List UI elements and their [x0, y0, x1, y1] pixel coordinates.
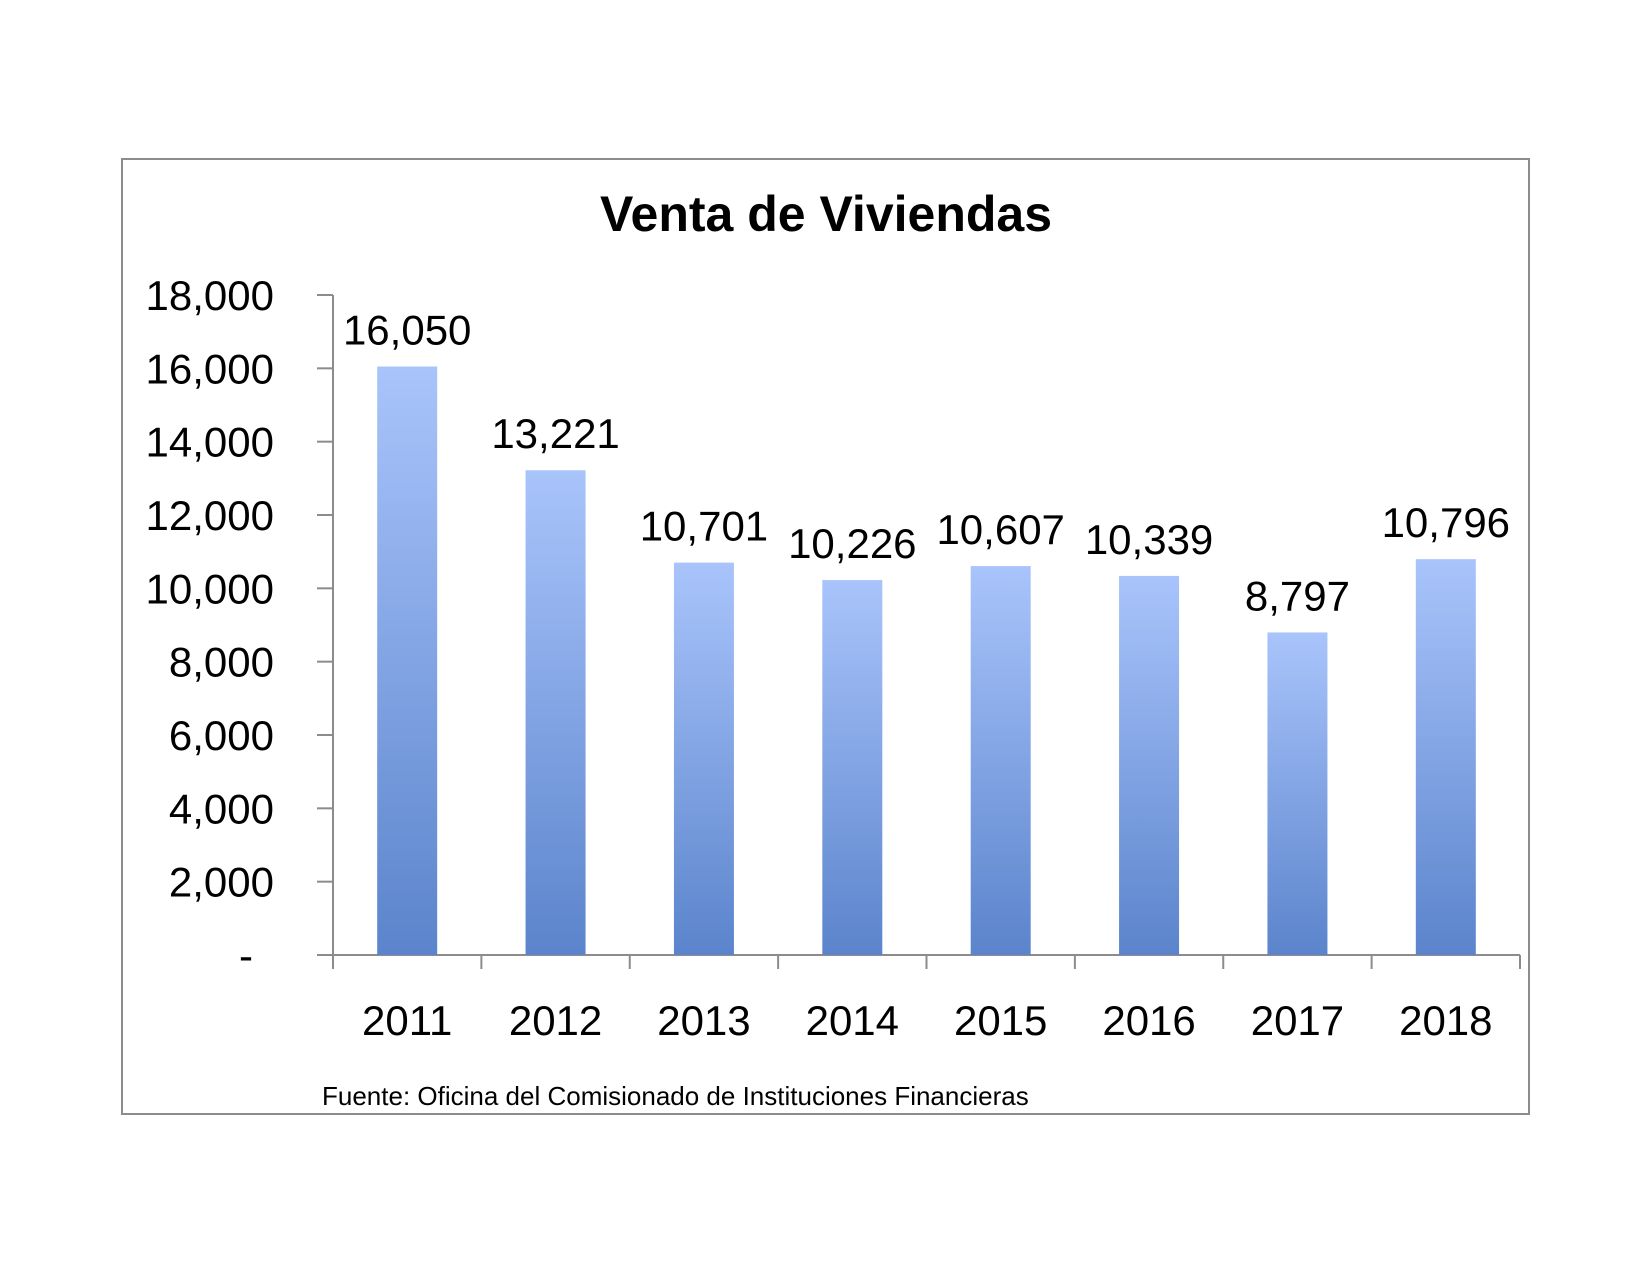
x-tick-label: 2017	[1251, 997, 1344, 1044]
y-tick-label: 14,000	[146, 419, 274, 466]
bar	[822, 580, 883, 955]
bar-value-label: 16,050	[343, 307, 471, 354]
y-tick-label: 18,000	[146, 272, 274, 319]
bar-value-label: 8,797	[1245, 572, 1350, 619]
y-tick-label: 16,000	[146, 345, 274, 392]
bar-value-label: 10,607	[936, 506, 1064, 553]
x-tick-label: 2014	[806, 997, 899, 1044]
bar	[673, 562, 734, 955]
x-tick-label: 2012	[509, 997, 602, 1044]
bar-value-label: 10,796	[1382, 499, 1510, 546]
x-tick-label: 2013	[657, 997, 750, 1044]
x-tick-label: 2011	[362, 997, 452, 1044]
chart-title: Venta de Viviendas	[600, 186, 1052, 242]
bar	[377, 366, 438, 955]
y-tick-label: 10,000	[146, 565, 274, 612]
data-labels: 16,050 13,221 10,701 10,226 10,607 10,339 8,79…	[343, 307, 1510, 620]
bar-value-label: 10,701	[640, 503, 768, 550]
bar-value-label: 10,339	[1085, 516, 1213, 563]
bar-value-label: 13,221	[491, 410, 619, 457]
source-note: Fuente: Oficina del Comisionado de Insti…	[322, 1081, 1029, 1111]
y-tick-label: 6,000	[169, 712, 274, 759]
bar	[525, 470, 586, 955]
x-tick-label: 2016	[1102, 997, 1195, 1044]
y-tick-label: 8,000	[169, 639, 274, 686]
bar	[1267, 632, 1328, 955]
bars	[377, 366, 1476, 955]
y-tick-label: -	[239, 932, 253, 979]
bar	[970, 566, 1031, 955]
y-axis: - 2,000 4,000 6,000 8,000 10,000 12,000 14,000 1…	[146, 272, 334, 979]
x-tick-label: 2018	[1399, 997, 1492, 1044]
bar-value-label: 10,226	[788, 520, 916, 567]
bar	[1119, 575, 1180, 955]
x-tick-label: 2015	[954, 997, 1047, 1044]
bar	[1415, 559, 1476, 955]
y-tick-label: 4,000	[169, 785, 274, 832]
y-tick-label: 12,000	[146, 492, 274, 539]
y-tick-label: 2,000	[169, 859, 274, 906]
